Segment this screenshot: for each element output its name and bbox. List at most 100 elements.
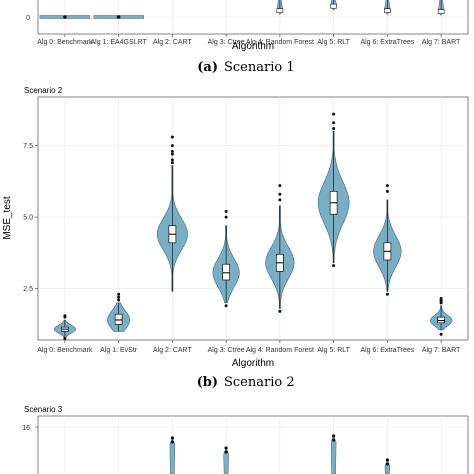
panel-b-box xyxy=(222,263,230,281)
panel-c-outlier xyxy=(385,458,389,462)
panel-b-outlier xyxy=(117,292,121,296)
panel-b-xtick-label: Alg 1: EvStr xyxy=(100,347,138,354)
panel-c-outlier xyxy=(332,438,336,442)
panel-a-violin-5 xyxy=(330,0,337,11)
panel-b-outlier xyxy=(170,158,174,162)
panel-b-xtick-label: Alg 2: CART xyxy=(153,347,192,354)
panel-scenario-3: Scenario 3 16 xyxy=(22,405,469,474)
panel-b-outlier xyxy=(278,198,282,202)
panel-b-plot-area xyxy=(37,96,469,341)
caption-a-letter: (a) xyxy=(197,60,218,75)
panel-a-xtick-label: Alg 5: RLT xyxy=(317,39,350,46)
panel-c-ytick-16: 16 xyxy=(22,425,30,432)
panel-c-outlier xyxy=(170,440,174,444)
panel-b-outlier xyxy=(63,337,67,341)
panel-b-ytick-label: 7.5 xyxy=(23,143,33,150)
panel-b-violin-1 xyxy=(107,292,131,332)
panel-c-outlier xyxy=(224,446,228,450)
panel-b-violin-3 xyxy=(212,209,240,308)
panel-b-ylabel: MSE_test xyxy=(2,196,13,240)
panel-b-outlier xyxy=(224,215,228,219)
panel-b-title: Scenario 2 xyxy=(24,86,63,95)
panel-a-point xyxy=(116,15,121,19)
panel-a-ytick-0: 0 xyxy=(26,15,30,22)
panel-a-violin-4 xyxy=(276,0,284,16)
panel-b-outlier xyxy=(117,295,121,299)
caption-a-text: Scenario 1 xyxy=(224,60,295,75)
panel-a-violin-1 xyxy=(93,15,144,19)
caption-b-letter: (b) xyxy=(197,375,218,390)
panel-a-xtick-label: Alg 2: CART xyxy=(153,39,192,46)
panel-b-xtick-label: Alg 0: Benchmark xyxy=(37,347,93,354)
panel-c-outlier xyxy=(224,450,228,454)
panel-b-outlier xyxy=(63,314,67,318)
panel-b-xtick-label: Alg 6: ExtraTrees xyxy=(360,347,414,354)
panel-b-xtick-label: Alg 5: RLT xyxy=(317,347,350,354)
panel-a-box xyxy=(330,3,337,9)
panel-b-violin-7 xyxy=(429,297,453,336)
caption-a: (a) Scenario 1 xyxy=(197,60,294,75)
panel-b-outlier xyxy=(385,184,389,188)
panel-c-violin-shape xyxy=(330,435,337,474)
panel-b-outlier xyxy=(224,304,228,308)
panel-c-title: Scenario 3 xyxy=(24,405,63,414)
panel-b-outlier xyxy=(224,209,228,213)
panel-c-violin-2 xyxy=(169,436,176,474)
panel-c-violin-shape xyxy=(169,437,176,474)
panel-a-violin-6 xyxy=(384,0,391,16)
panel-b-violin-0 xyxy=(53,314,76,341)
panel-a-xtick-label: Alg 6: ExtraTrees xyxy=(360,39,414,46)
panel-b-outlier xyxy=(117,298,121,302)
panel-b-violin-4 xyxy=(265,184,295,313)
panel-c-violin-shape xyxy=(223,447,229,474)
panel-b-xtick-label: Alg 3: Ctree xyxy=(208,347,245,354)
panel-b-outlier xyxy=(332,112,336,116)
panel-b-outlier xyxy=(278,309,282,313)
panel-b-violin-6 xyxy=(373,184,402,296)
panel-b-ytick-label: 2.5 xyxy=(23,286,33,293)
panel-b-outlier xyxy=(332,121,336,125)
panel-b-violin-5 xyxy=(317,112,350,268)
panel-b-xtick-label: Alg 4: Random Forest xyxy=(246,347,314,354)
panel-c-outlier xyxy=(332,434,336,438)
caption-b-text: Scenario 2 xyxy=(224,375,295,390)
panel-b-outlier xyxy=(385,189,389,193)
panel-b-box xyxy=(437,316,445,324)
panel-b-outlier xyxy=(439,332,443,336)
panel-scenario-2: Scenario 2 2.5 5.0 7.5 Alg 0: Benchmark Alg… xyxy=(2,86,469,390)
panel-b-outlier xyxy=(278,184,282,188)
panel-b-violin-2 xyxy=(156,135,188,292)
panel-b-xlabel: Algorithm xyxy=(232,358,274,369)
panel-b-ytick-label: 5.0 xyxy=(23,215,33,222)
panel-c-violin-5 xyxy=(330,434,337,474)
panel-b-outlier xyxy=(170,161,174,165)
panel-b-outlier xyxy=(332,264,336,268)
panel-b-xtick-label: Alg 7: BART xyxy=(422,347,461,354)
panel-b-outlier xyxy=(385,292,389,296)
panel-a-violin-7 xyxy=(437,0,445,17)
panel-a-xtick-label: Alg 7: BART xyxy=(422,39,461,46)
panel-c-violin-6 xyxy=(384,458,391,474)
panel-a-xtick-label: Alg 3: Ctree xyxy=(208,39,245,46)
panel-b-outlier xyxy=(439,297,443,301)
caption-b: (b) Scenario 2 xyxy=(197,375,295,390)
panel-b-outlier xyxy=(332,126,336,130)
panel-a-xtick-label: Alg 1: EA4GSLRT xyxy=(90,39,147,46)
panel-b-outlier xyxy=(170,149,174,153)
panel-c-plot-area xyxy=(37,415,469,474)
panel-a-xtick-label: Alg 0: Benchmark xyxy=(37,39,93,46)
panel-c-outlier xyxy=(170,436,174,440)
panel-a-box xyxy=(276,8,284,13)
panel-a-box xyxy=(384,8,391,13)
panel-b-outlier xyxy=(278,192,282,196)
panel-b-outlier xyxy=(170,144,174,148)
panel-b-box xyxy=(114,313,123,325)
panel-b-outlier xyxy=(170,135,174,139)
panel-b-outlier xyxy=(170,152,174,156)
panel-a-xlabel: Algorithm xyxy=(232,41,274,52)
panel-a-violin-0 xyxy=(39,15,91,19)
panel-a-point xyxy=(63,15,67,19)
panel-a-box xyxy=(437,9,445,14)
